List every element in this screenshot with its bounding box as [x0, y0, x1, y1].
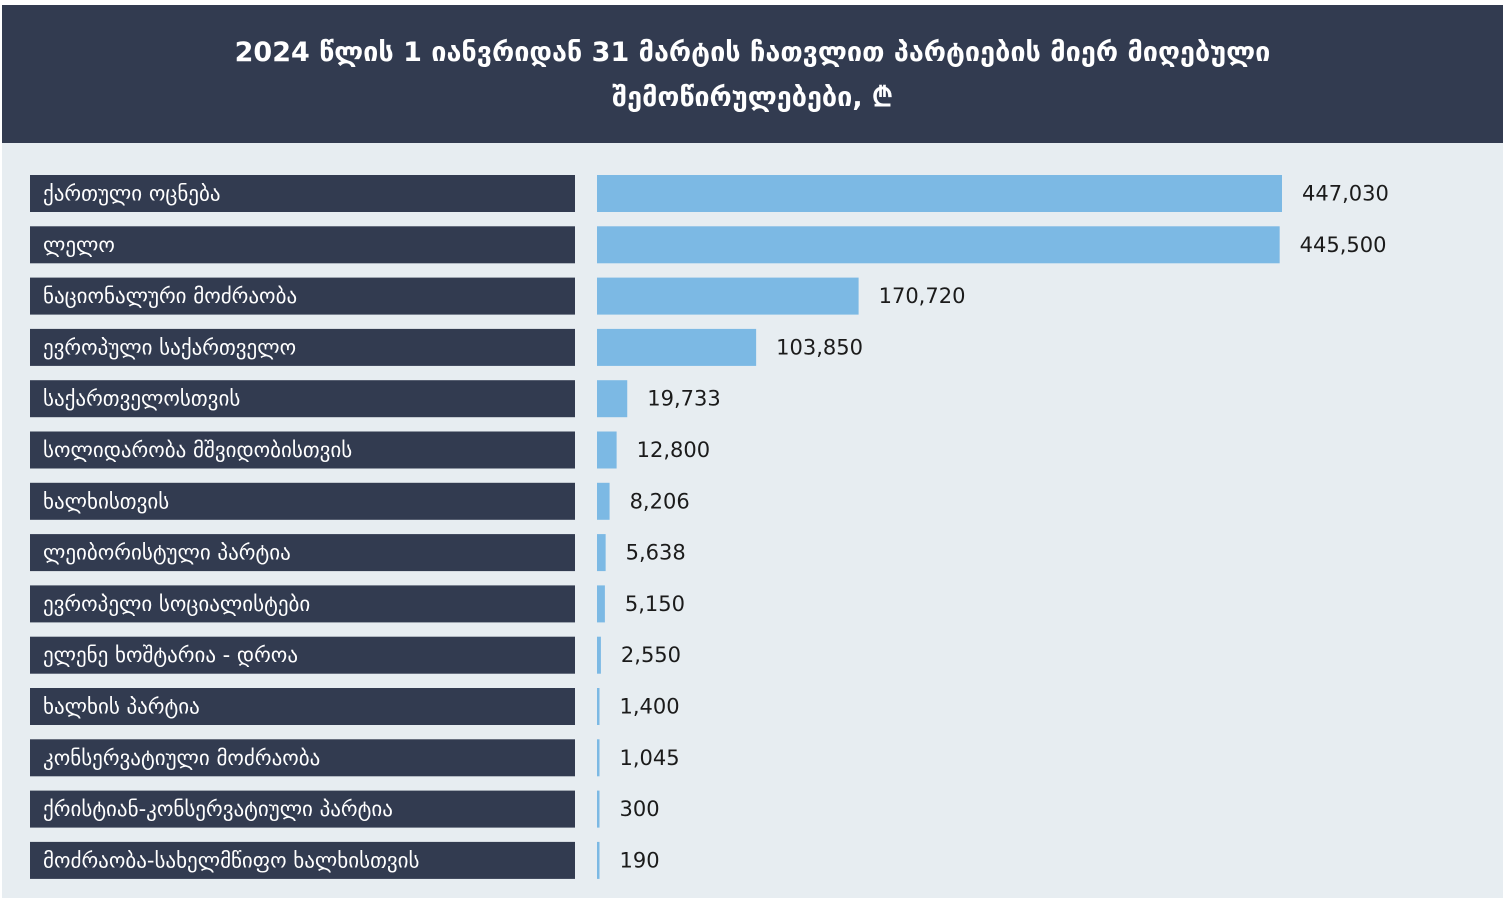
- category-label-box: [30, 226, 575, 264]
- category-label: ევროპული საქართველო: [43, 335, 296, 359]
- bar: [597, 841, 600, 879]
- bar: [597, 636, 601, 674]
- value-label: 447,030: [1302, 182, 1389, 206]
- chart-title-line-2: შემოწირულებები, ₾: [612, 82, 893, 113]
- bar: [597, 739, 600, 777]
- bar: [597, 226, 1280, 264]
- bar: [597, 380, 628, 418]
- value-label: 445,500: [1300, 233, 1387, 257]
- value-label: 103,850: [776, 335, 863, 359]
- category-label: ლეიბორისტული პარტია: [43, 541, 291, 565]
- category-label: ელენე ხოშტარია - დროა: [43, 643, 298, 667]
- value-label: 19,733: [647, 387, 720, 411]
- value-label: 8,206: [630, 489, 690, 513]
- category-label: ქართული ოცნება: [43, 182, 221, 206]
- bar: [597, 175, 1282, 212]
- category-label-box: [30, 688, 575, 725]
- category-label: ქრისტიან-კონსერვატიული პარტია: [43, 797, 393, 821]
- category-label-box: [30, 328, 575, 366]
- value-label: 5,150: [625, 592, 685, 616]
- category-label: ევროპელი სოციალისტები: [43, 592, 310, 616]
- bar: [597, 790, 600, 828]
- category-label-box: [30, 841, 575, 879]
- category-label: მოძრაობა-სახელმწიფო ხალხისთვის: [43, 848, 420, 872]
- category-label: ხალხის პარტია: [43, 695, 200, 719]
- chart-title-line-1: 2024 წლის 1 იანვრიდან 31 მარტის ჩათვლით …: [234, 37, 1271, 68]
- category-label-box: [30, 636, 575, 674]
- category-label-box: [30, 277, 575, 315]
- category-label: ხალხისთვის: [43, 489, 169, 513]
- category-label-box: [30, 482, 575, 520]
- category-label: ნაციონალური მოძრაობა: [43, 284, 297, 308]
- category-label-box: [30, 585, 575, 623]
- category-label-box: [30, 380, 575, 418]
- bar: [597, 585, 605, 623]
- category-label: ლელო: [43, 233, 115, 257]
- category-label-box: [30, 534, 575, 572]
- bar: [597, 482, 610, 520]
- value-label: 2,550: [621, 643, 681, 667]
- value-label: 300: [620, 797, 660, 821]
- value-label: 170,720: [879, 284, 966, 308]
- value-label: 190: [620, 848, 660, 872]
- category-label-box: [30, 175, 575, 212]
- value-label: 1,045: [620, 746, 680, 770]
- bar: [597, 534, 606, 572]
- category-label: საქართველოსთვის: [43, 387, 240, 411]
- category-label-box: [30, 790, 575, 828]
- bar: [597, 328, 757, 366]
- value-label: 5,638: [626, 541, 686, 565]
- bar: [597, 277, 859, 315]
- category-label: კონსერვატიული მოძრაობა: [43, 746, 320, 770]
- chart-header: 2024 წლის 1 იანვრიდან 31 მარტის ჩათვლით …: [2, 5, 1503, 143]
- category-label: სოლიდარობა მშვიდობისთვის: [43, 438, 352, 462]
- value-label: 1,400: [620, 695, 680, 719]
- category-label-box: [30, 739, 575, 777]
- value-label: 12,800: [637, 438, 710, 462]
- bar: [597, 688, 600, 725]
- bar: [597, 431, 617, 469]
- category-label-box: [30, 431, 575, 469]
